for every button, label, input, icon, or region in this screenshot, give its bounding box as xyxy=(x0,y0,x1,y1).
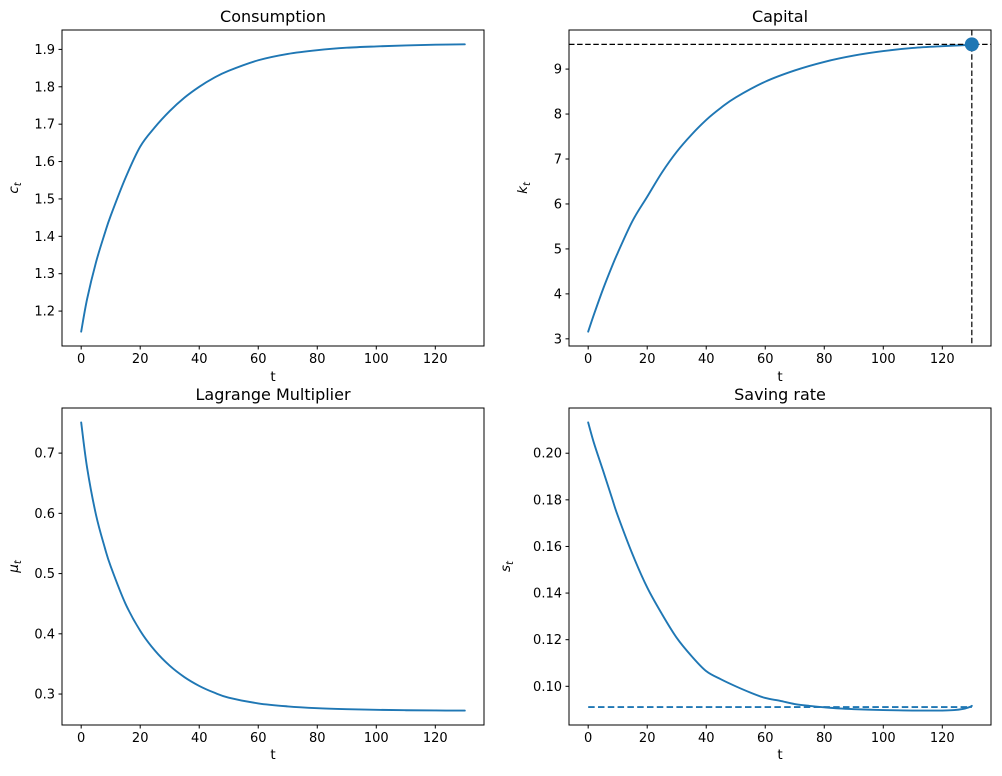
consumption-path xyxy=(80,43,466,333)
y-tick-label: 0.7 xyxy=(34,447,55,462)
subplot-consumption: 0 20 40 60 80 100 120 1.2 1.3 1.4 1.5 1.6 1.7 1.8 1.9 c… xyxy=(6,7,485,385)
y-tick-label: 0.5 xyxy=(34,567,55,582)
y-tick-label: 1.5 xyxy=(34,192,55,207)
consumption-xlabel: t xyxy=(270,369,275,385)
lagrange-multiplier-plot-area: 0 20 40 60 80 100 120 0.3 0.4 0.5 0.6 0.7 μt xyxy=(6,407,485,746)
curves-group xyxy=(80,421,466,712)
x-tick-label: 120 xyxy=(423,731,448,746)
y-tick-label: 0.16 xyxy=(533,540,562,555)
x-tick-label: 20 xyxy=(132,352,149,367)
x-tick-label: 60 xyxy=(757,731,774,746)
x-tick-label: 0 xyxy=(584,731,592,746)
x-tick-label: 0 xyxy=(77,731,85,746)
y-tick-label: 1.4 xyxy=(34,230,55,245)
x-tick-label: 80 xyxy=(309,731,326,746)
x-tick-label: 60 xyxy=(250,352,267,367)
x-tick-label: 0 xyxy=(77,352,85,367)
y-axis-label-subscript: t xyxy=(505,560,516,565)
axes-spines xyxy=(61,29,485,347)
saving-rate-path xyxy=(587,421,973,712)
y-tick-label: 1.9 xyxy=(34,43,55,58)
y-tick-label: 0.12 xyxy=(533,633,562,648)
terminal-capital-marker xyxy=(964,37,979,52)
x-tick-label: 100 xyxy=(364,352,389,367)
y-tick-label: 1.3 xyxy=(34,267,55,282)
y-tick-label: 1.2 xyxy=(34,305,55,320)
capital-title: Capital xyxy=(752,7,808,26)
lagrange-multiplier-xlabel: t xyxy=(270,747,275,763)
y-axis-label-subscript: t xyxy=(522,181,533,186)
y-axis-label-var: s xyxy=(498,565,514,572)
x-tick-label: 120 xyxy=(423,352,448,367)
y-axis-label-var: μ xyxy=(6,564,22,574)
y-tick-label: 0.3 xyxy=(34,688,55,703)
x-tick-label: 120 xyxy=(930,731,955,746)
y-tick-label: 6 xyxy=(554,197,562,212)
x-tick-label: 40 xyxy=(698,731,715,746)
y-tick-label: 0.10 xyxy=(533,680,562,695)
x-tick-label: 20 xyxy=(639,731,656,746)
y-tick-label: 0.14 xyxy=(533,587,562,602)
saving-rate-plot-area: 0 20 40 60 80 100 120 0.10 0.12 0.14 0.16 0.18 0.20 s… xyxy=(498,407,992,746)
y-tick-label: 0.4 xyxy=(34,627,55,642)
x-tick-label: 0 xyxy=(584,352,592,367)
axes-spines xyxy=(568,407,992,726)
y-axis-label: μt xyxy=(6,559,24,574)
y-axis-label-var: c xyxy=(6,186,22,194)
x-tick-label: 100 xyxy=(364,731,389,746)
y-tick-label: 8 xyxy=(554,108,562,123)
axes-spines xyxy=(61,407,485,726)
curves-group xyxy=(569,30,991,346)
capital-path xyxy=(587,43,973,333)
y-axis-label-subscript: t xyxy=(13,559,24,564)
y-tick-label: 1.7 xyxy=(34,118,55,133)
y-axis-label-var: k xyxy=(515,185,531,194)
axes-spines xyxy=(568,29,992,347)
x-tick-label: 60 xyxy=(757,352,774,367)
y-tick-label: 1.8 xyxy=(34,80,55,95)
y-tick-label: 0.18 xyxy=(533,493,562,508)
consumption-title: Consumption xyxy=(220,7,326,26)
y-axis-label: st xyxy=(498,560,516,572)
x-tick-label: 20 xyxy=(132,731,149,746)
saving-rate-xlabel: t xyxy=(777,747,782,763)
capital-plot-area: 0 20 40 60 80 100 120 3 4 5 6 7 8 9 kt xyxy=(515,29,992,367)
y-axis-label: ct xyxy=(6,181,24,193)
y-axis-label: kt xyxy=(515,181,533,194)
x-tick-label: 40 xyxy=(191,731,208,746)
consumption-plot-area: 0 20 40 60 80 100 120 1.2 1.3 1.4 1.5 1.6 1.7 1.8 1.9 c… xyxy=(6,29,485,367)
curves-group xyxy=(80,43,466,333)
y-tick-label: 3 xyxy=(554,332,562,347)
x-tick-label: 100 xyxy=(871,731,896,746)
y-axis-label-subscript: t xyxy=(13,181,24,186)
y-tick-label: 4 xyxy=(554,287,562,302)
y-tick-label: 5 xyxy=(554,242,562,257)
y-tick-label: 0.6 xyxy=(34,507,55,522)
y-tick-label: 7 xyxy=(554,153,562,168)
x-tick-label: 100 xyxy=(871,352,896,367)
y-tick-label: 1.6 xyxy=(34,155,55,170)
y-tick-label: 0.20 xyxy=(533,447,562,462)
x-tick-label: 80 xyxy=(309,352,326,367)
saving-rate-title: Saving rate xyxy=(734,385,826,404)
y-tick-label: 9 xyxy=(554,63,562,78)
x-tick-label: 60 xyxy=(250,731,267,746)
lagrange-multiplier-title: Lagrange Multiplier xyxy=(195,385,350,404)
x-tick-label: 40 xyxy=(191,352,208,367)
capital-xlabel: t xyxy=(777,369,782,385)
x-tick-label: 20 xyxy=(639,352,656,367)
x-tick-label: 40 xyxy=(698,352,715,367)
subplot-saving-rate: 0 20 40 60 80 100 120 0.10 0.12 0.14 0.16 0.18 0.20 s… xyxy=(498,385,992,763)
x-tick-label: 120 xyxy=(930,352,955,367)
x-tick-label: 80 xyxy=(816,731,833,746)
x-tick-label: 80 xyxy=(816,352,833,367)
lagrange-multiplier-path xyxy=(80,421,466,712)
curves-group xyxy=(587,421,973,712)
